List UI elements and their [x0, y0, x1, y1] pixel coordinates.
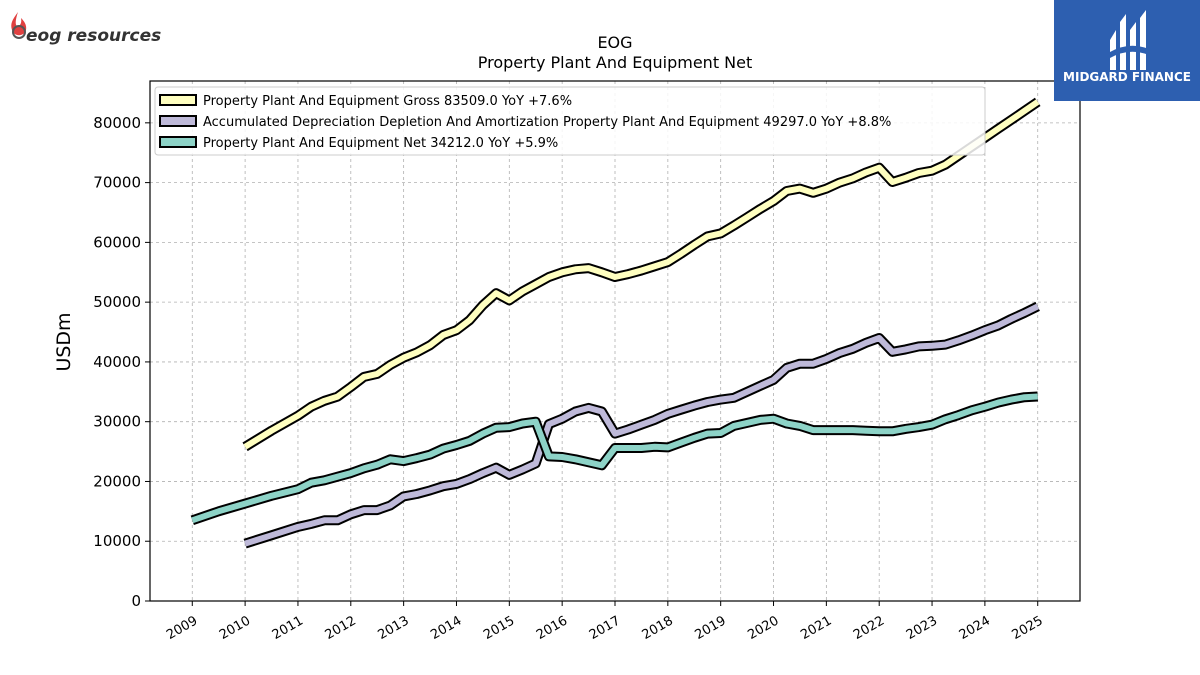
midgard-finance-logo: MIDGARD FINANCE	[1054, 0, 1200, 101]
legend-label: Property Plant And Equipment Gross 83509…	[203, 94, 572, 109]
y-tick-label: 40000	[93, 353, 141, 371]
legend-entry: Accumulated Depreciation Depletion And A…	[159, 115, 891, 130]
legend-label: Accumulated Depreciation Depletion And A…	[203, 115, 891, 130]
series-line	[242, 97, 1041, 452]
x-tick-label: 2015	[481, 613, 517, 643]
x-tick-label: 2025	[1010, 613, 1046, 643]
chart-subtitle: Property Plant And Equipment Net	[478, 53, 753, 72]
x-tick-label: 2016	[534, 613, 570, 643]
series-lines	[190, 97, 1041, 549]
x-tick-label: 2013	[375, 613, 411, 643]
y-tick-label: 60000	[93, 233, 141, 251]
eog-logo: eog resources	[4, 6, 174, 46]
y-tick-label: 80000	[93, 114, 141, 132]
y-tick-label: 0	[131, 592, 141, 610]
x-tick-label: 2024	[957, 613, 993, 643]
x-tick-label: 2017	[587, 613, 623, 643]
eog-logo-text: eog resources	[26, 26, 161, 46]
legend-entry: Property Plant And Equipment Net 34212.0…	[159, 136, 558, 151]
y-axis-label: USDm	[53, 312, 75, 371]
y-tick-label: 10000	[93, 532, 141, 550]
chart-title: EOG	[597, 33, 632, 52]
x-tick-label: 2021	[798, 613, 834, 643]
legend-swatch	[159, 136, 197, 148]
y-tick-label: 50000	[93, 293, 141, 311]
midgard-logo-text: MIDGARD FINANCE	[1063, 70, 1191, 84]
series-line-fill	[243, 99, 1040, 450]
midgard-mark-icon: MIDGARD FINANCE	[1063, 10, 1191, 84]
legend: Property Plant And Equipment Gross 83509…	[154, 86, 986, 156]
x-tick-label: 2011	[270, 613, 306, 643]
x-tick-label: 2012	[323, 613, 359, 643]
x-tick-label: 2022	[851, 613, 887, 643]
series-line-fill	[244, 303, 1040, 547]
x-tick-label: 2019	[693, 613, 729, 643]
axis-ticks: 0 10000 20000 30000 40000 50000 60000 70000 8000…	[93, 114, 1045, 643]
legend-entry: Property Plant And Equipment Gross 83509…	[159, 94, 572, 109]
legend-label: Property Plant And Equipment Net 34212.0…	[203, 136, 558, 151]
x-tick-label: 2018	[640, 613, 676, 643]
legend-box	[154, 86, 986, 156]
series-line	[190, 391, 1038, 526]
x-tick-label: 2014	[428, 613, 464, 643]
x-tick-label: 2009	[164, 613, 200, 643]
x-tick-label: 2010	[217, 613, 253, 643]
x-tick-label: 2020	[745, 613, 781, 643]
x-tick-label: 2023	[904, 613, 940, 643]
series-line	[243, 301, 1040, 549]
series-line-fill	[191, 393, 1038, 524]
y-tick-label: 20000	[93, 472, 141, 490]
legend-swatch	[159, 115, 197, 127]
y-tick-label: 30000	[93, 413, 141, 431]
y-tick-label: 70000	[93, 174, 141, 192]
flame-icon: eog resources	[11, 12, 161, 46]
legend-swatch	[159, 94, 197, 106]
